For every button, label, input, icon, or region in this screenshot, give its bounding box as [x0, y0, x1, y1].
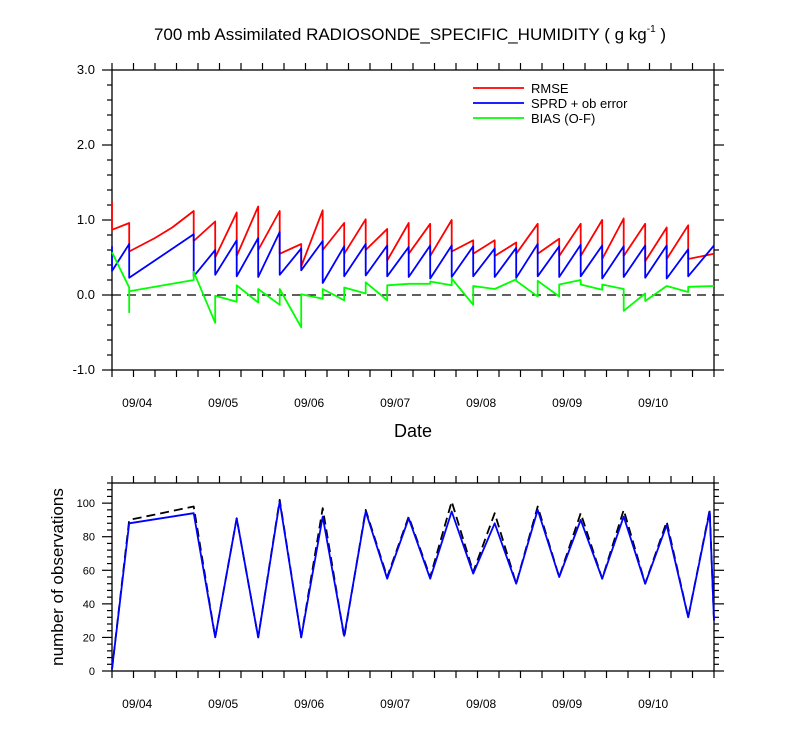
- x-tick-label: 09/04: [122, 697, 152, 711]
- y-tick-label: 0.0: [77, 287, 95, 302]
- y-tick-label: 2.0: [77, 137, 95, 152]
- top-x-axis-label: Date: [394, 421, 432, 441]
- bottom-x-axis: 09/04 09/05 09/06 09/07 09/08 09/09 09/10: [111, 476, 715, 711]
- bottom-y-axis-label: number of observations: [48, 488, 67, 666]
- series-line-obs-possible: [111, 498, 715, 670]
- x-tick-label: 09/10: [638, 396, 668, 410]
- x-tick-label: 09/09: [552, 396, 582, 410]
- y-tick-label: 80: [83, 532, 95, 544]
- top-y-axis: -1.0 0.0 1.0 2.0 3.0: [73, 62, 724, 377]
- top-x-axis: 09/04 09/05 09/06 09/07 09/08 09/09 09/10: [111, 63, 715, 410]
- y-tick-label: 3.0: [77, 62, 95, 77]
- x-tick-label: 09/08: [466, 396, 496, 410]
- series-line-sprd-ob-error: [111, 231, 715, 284]
- top-series-group: [111, 201, 715, 329]
- x-tick-label: 09/10: [638, 697, 668, 711]
- series-line-obs-used: [111, 500, 715, 670]
- y-tick-label: 20: [83, 632, 95, 644]
- series-line-bias-o-f: [111, 251, 715, 329]
- x-tick-label: 09/06: [294, 396, 324, 410]
- x-tick-label: 09/05: [208, 697, 238, 711]
- legend-label: RMSE: [531, 81, 569, 96]
- y-tick-label: 40: [83, 599, 95, 611]
- x-tick-label: 09/08: [466, 697, 496, 711]
- x-tick-label: 09/07: [380, 697, 410, 711]
- x-tick-label: 09/07: [380, 396, 410, 410]
- x-tick-label: 09/05: [208, 396, 238, 410]
- y-tick-label: 60: [83, 565, 95, 577]
- y-tick-label: 0: [89, 666, 95, 678]
- x-tick-label: 09/04: [122, 396, 152, 410]
- x-tick-label: 09/09: [552, 697, 582, 711]
- y-tick-label: -1.0: [73, 362, 95, 377]
- legend-label: BIAS (O-F): [531, 111, 595, 126]
- y-tick-label: 100: [77, 498, 95, 510]
- y-tick-label: 1.0: [77, 212, 95, 227]
- bottom-y-axis: 0 20 40 60 80 100: [77, 482, 724, 678]
- x-tick-label: 09/06: [294, 697, 324, 711]
- top-panel: -1.00.01.02.03.0 09/04 09/05 09/06 09/07 09/…: [73, 62, 724, 441]
- bottom-series-group: [111, 498, 715, 670]
- chart-title: 700 mb Assimilated RADIOSONDE_SPECIFIC_H…: [154, 24, 666, 44]
- legend-label: SPRD + ob error: [531, 96, 628, 111]
